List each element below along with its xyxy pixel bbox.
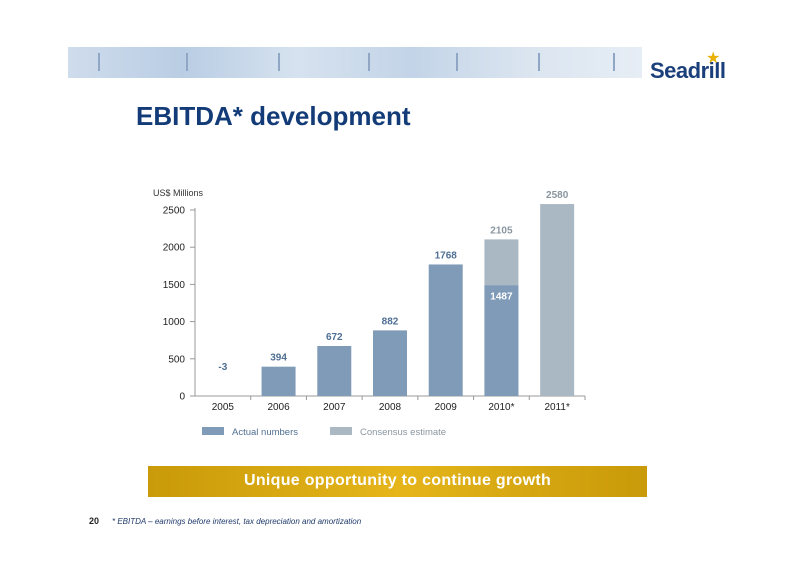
page-number: 20 <box>89 516 100 526</box>
bar-actual <box>428 264 463 396</box>
banner-figure-icon <box>538 53 540 71</box>
data-label: 672 <box>326 332 343 343</box>
banner-figure-icon <box>456 53 458 71</box>
legend-swatch-consensus <box>330 427 352 435</box>
bar-actual <box>261 366 296 396</box>
header-banner <box>68 47 642 78</box>
tagline-text: Unique opportunity to continue growth <box>243 472 552 489</box>
slide-title: EBITDA* development <box>136 101 411 131</box>
bar-actual <box>484 285 519 396</box>
x-tick-label: 2009 <box>435 402 458 413</box>
data-label: 2105 <box>490 225 513 236</box>
data-label: 882 <box>382 316 399 327</box>
x-tick-label: 2007 <box>323 402 346 413</box>
bar-consensus <box>540 204 575 396</box>
legend-swatch-actual <box>202 427 224 435</box>
banner-figure-icon <box>613 53 615 71</box>
data-label: -3 <box>218 362 227 373</box>
inner-data-label: 1487 <box>490 291 513 302</box>
bar-actual <box>317 346 352 396</box>
seadrill-logo: Seadrill ★ <box>650 50 770 88</box>
ebitda-chart: US$ Millions 0 500 1000 1500 2000 2500 2005 -3 20… <box>153 188 586 438</box>
y-tick-label: 1500 <box>163 280 186 291</box>
banner-figure-icon <box>98 53 100 71</box>
y-tick-label: 2500 <box>163 206 186 217</box>
banner-figure-icon <box>368 53 370 71</box>
y-tick-label: 500 <box>168 354 185 365</box>
data-label: 394 <box>270 353 287 364</box>
y-tick-label: 1000 <box>163 317 186 328</box>
y-tick-label: 0 <box>179 392 185 403</box>
data-label: 2580 <box>546 190 569 201</box>
y-axis-unit-label: US$ Millions <box>153 188 204 198</box>
y-tick-label: 2000 <box>163 243 186 254</box>
x-tick-label: 2010* <box>488 402 514 413</box>
x-tick-label: 2006 <box>267 402 290 413</box>
x-tick-label: 2008 <box>379 402 402 413</box>
banner-figure-icon <box>186 53 188 71</box>
x-tick-label: 2011* <box>544 402 570 413</box>
data-label: 1768 <box>435 250 458 261</box>
x-tick-label: 2005 <box>212 402 235 413</box>
banner-figure-icon <box>278 53 280 71</box>
legend-label-consensus: Consensus estimate <box>360 427 446 438</box>
tagline-banner: Unique opportunity to continue growth <box>148 466 647 497</box>
footnote: * EBITDA – earnings before interest, tax… <box>112 517 362 526</box>
star-icon: ★ <box>706 50 721 67</box>
bar-actual <box>373 330 407 396</box>
legend-label-actual: Actual numbers <box>232 427 298 438</box>
logo-wordmark: Seadrill <box>650 58 726 83</box>
